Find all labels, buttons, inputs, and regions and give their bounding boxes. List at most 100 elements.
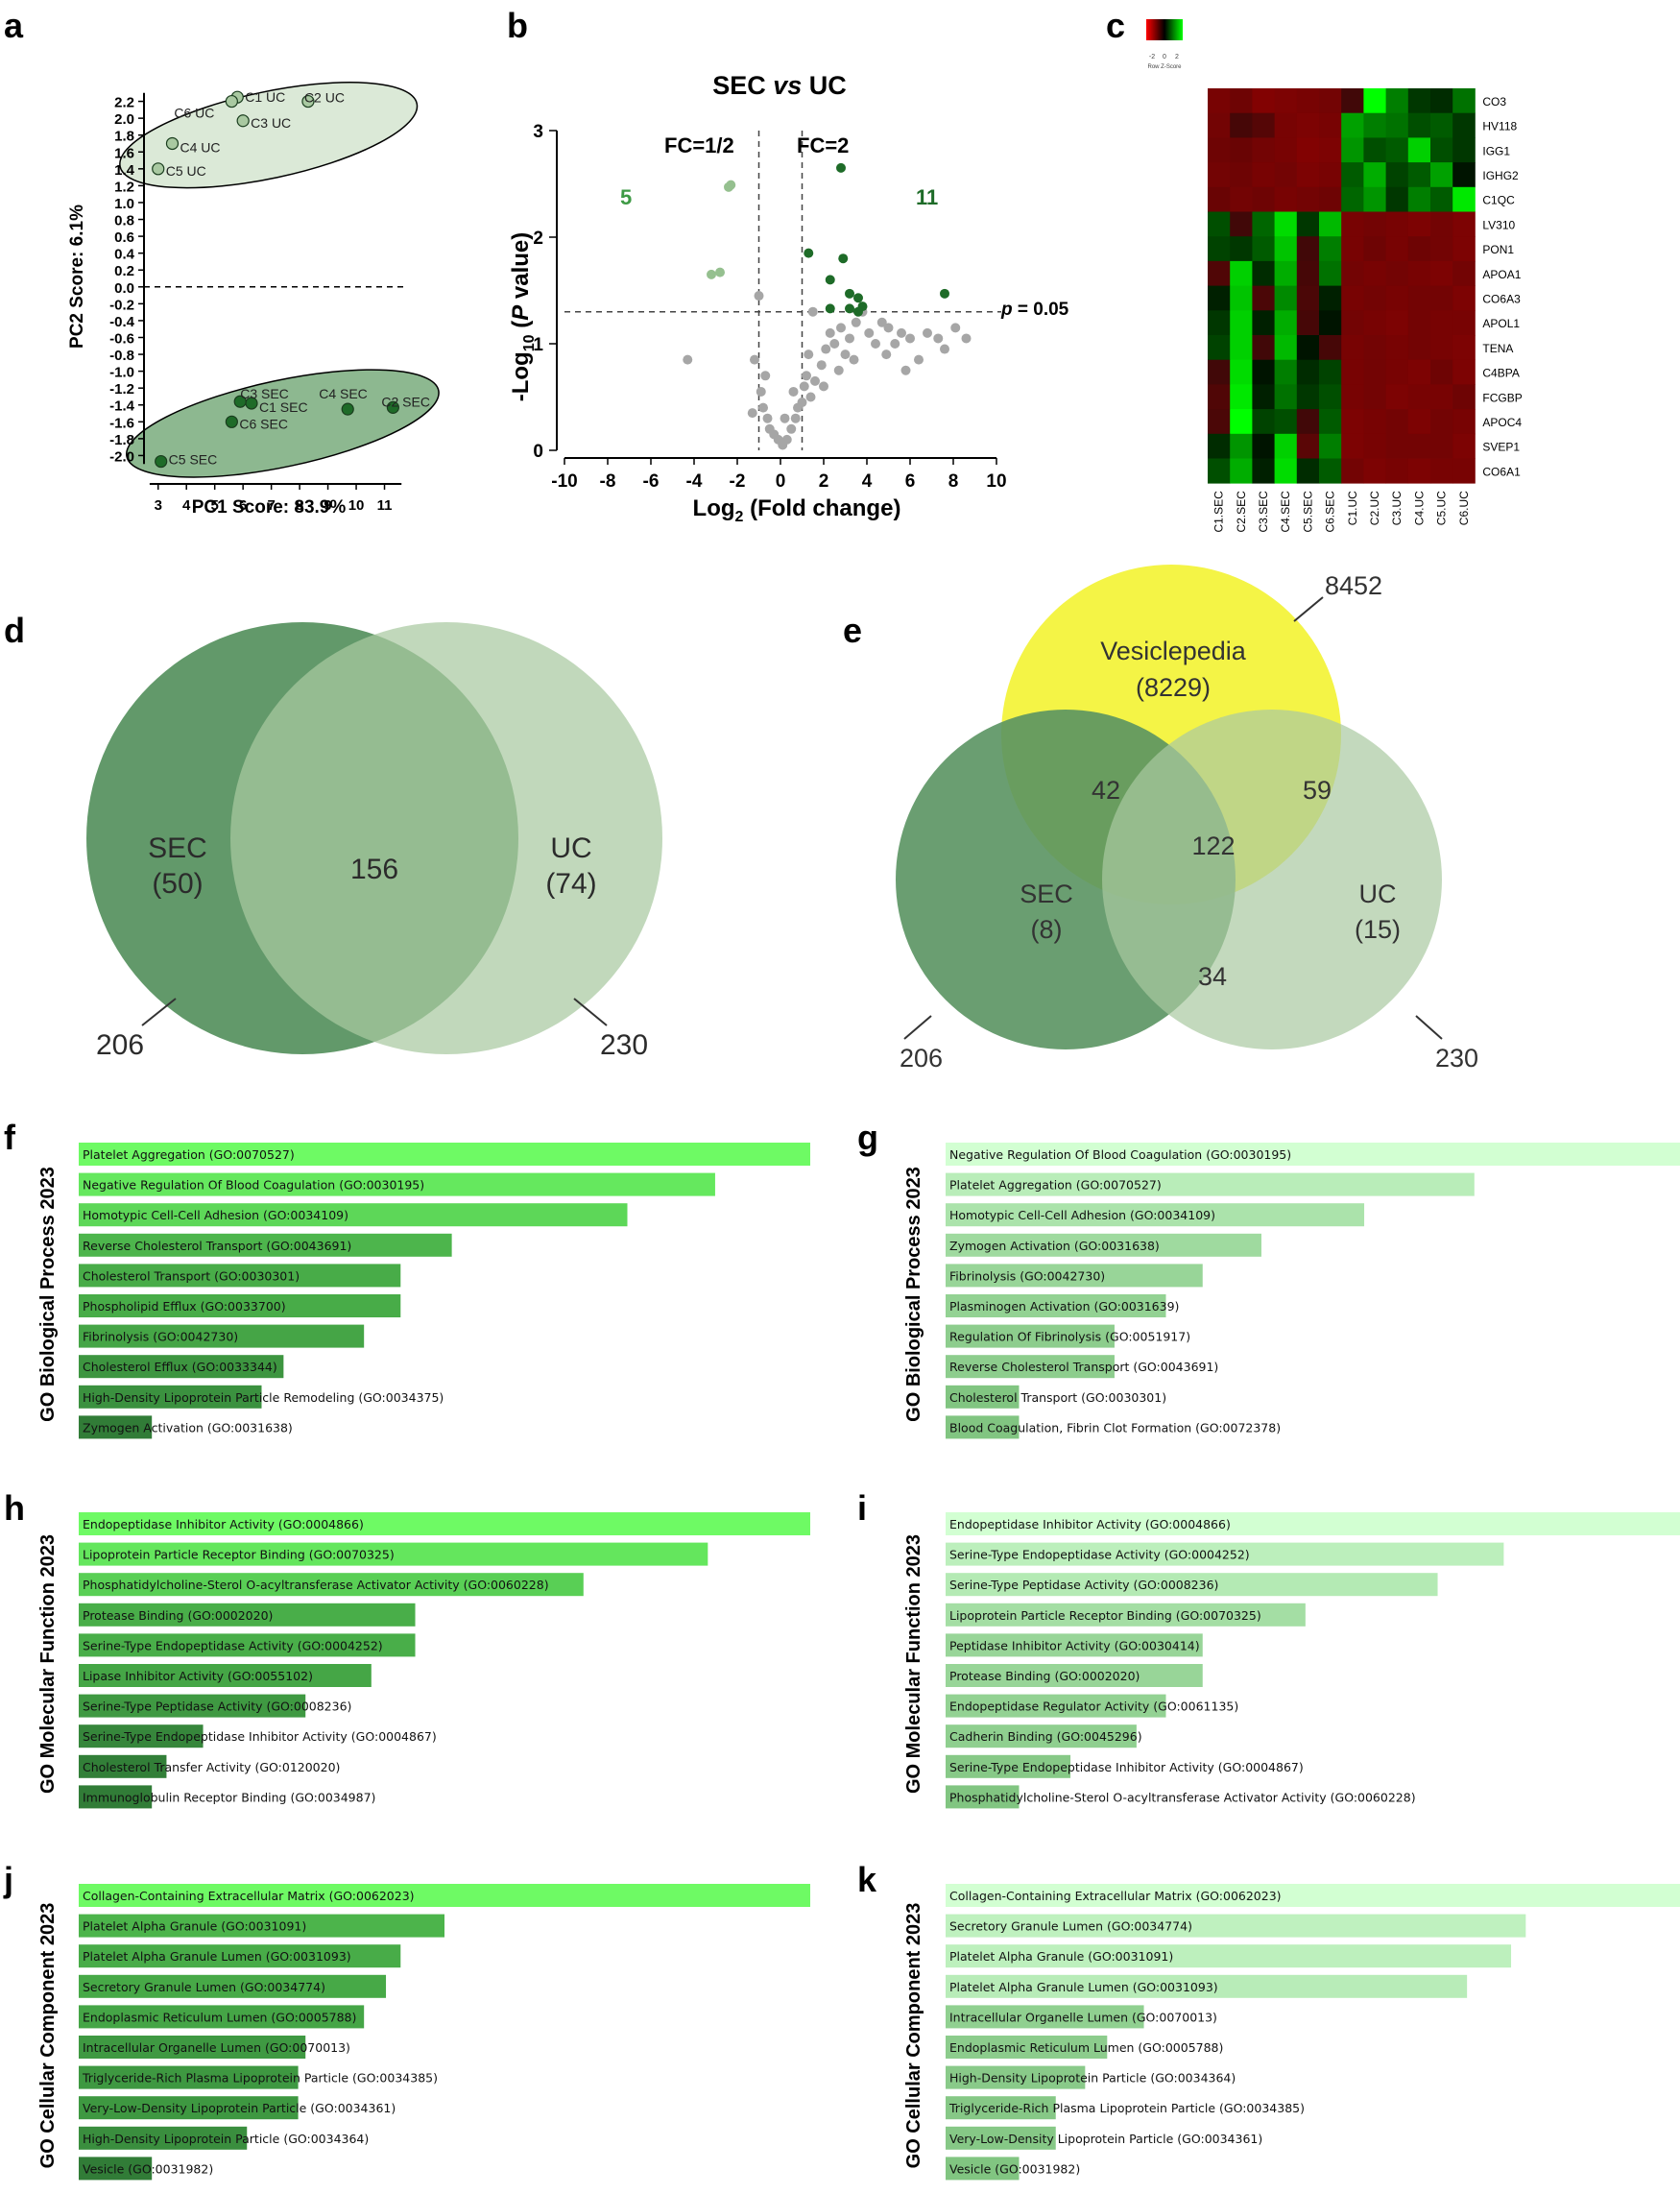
heatmap-cell bbox=[1341, 236, 1364, 262]
heatmap-cell bbox=[1363, 359, 1386, 385]
pca-point-label: C3 UC bbox=[251, 115, 291, 131]
heatmap-cell bbox=[1385, 137, 1409, 163]
volcano-point-up bbox=[838, 253, 849, 264]
pca-point-label: C4 UC bbox=[180, 139, 220, 155]
volcano-x-tick-label: 6 bbox=[905, 471, 916, 492]
bar bbox=[946, 1542, 1504, 1566]
heatmap-cell bbox=[1230, 112, 1253, 138]
bar bbox=[946, 1143, 1680, 1166]
bar-label: Triglyceride-Rich Plasma Lipoprotein Par… bbox=[948, 2101, 1305, 2115]
heatmap-col-label: C1.SEC bbox=[1212, 491, 1226, 533]
heatmap-chart: -2 0 2 Row Z-Score CO3 HV118 IGG1 IGHG2 C1QC LV… bbox=[1146, 19, 1523, 533]
bar bbox=[946, 1754, 1071, 1778]
volcano-point-ns bbox=[864, 327, 875, 338]
bar bbox=[946, 1694, 1166, 1718]
heatmap-cell bbox=[1274, 88, 1298, 114]
bar bbox=[79, 1664, 372, 1687]
heatmap-cell bbox=[1385, 88, 1409, 114]
bar-label: Peptidase Inhibitor Activity (GO:0030414… bbox=[949, 1638, 1200, 1652]
panel-letter-i: i bbox=[857, 1488, 868, 1528]
heatmap-cell bbox=[1452, 458, 1476, 484]
heatmap-row-label: FCGBP bbox=[1482, 391, 1522, 404]
heatmap-cell bbox=[1208, 137, 1231, 163]
heatmap-row-label: SVEP1 bbox=[1482, 441, 1520, 454]
bar bbox=[79, 1324, 365, 1348]
heatmap-cell bbox=[1341, 137, 1364, 163]
heatmap-cell bbox=[1385, 285, 1409, 311]
pca-y-tick-label: 1.4 bbox=[114, 162, 135, 179]
pca-point-sec bbox=[386, 400, 399, 414]
heatmap-cell bbox=[1407, 137, 1431, 163]
heatmap-cell bbox=[1252, 162, 1275, 188]
volcano-y-tick-label: 3 bbox=[533, 122, 543, 142]
heatmap-row-label: APOA1 bbox=[1482, 268, 1521, 281]
heatmap-cell bbox=[1363, 310, 1386, 336]
pca-y-tick-label: 0.8 bbox=[114, 213, 134, 229]
bar-label: Intracellular Organelle Lumen (GO:007001… bbox=[83, 2040, 350, 2055]
heatmap-cell bbox=[1452, 285, 1476, 311]
bar bbox=[79, 1754, 167, 1778]
pca-point-uc bbox=[301, 94, 315, 108]
heatmap-cell bbox=[1319, 409, 1342, 435]
venn-e-uc-name: UC bbox=[1359, 880, 1397, 908]
heatmap-cell bbox=[1452, 137, 1476, 163]
bar-label: Endopeptidase Regulator Activity (GO:006… bbox=[949, 1700, 1238, 1714]
heatmap-cell bbox=[1319, 186, 1342, 212]
heatmap-cell bbox=[1274, 359, 1298, 385]
venn-uc-total-leader bbox=[573, 998, 608, 1026]
volcano-x-tick-label: 4 bbox=[862, 471, 873, 492]
pca-scatter-chart: 2.22.01.81.61.41.21.00.80.60.40.20.0-0.2… bbox=[67, 82, 440, 518]
heatmap-cell bbox=[1430, 112, 1453, 138]
heatmap-col-label: C6.UC bbox=[1457, 491, 1471, 525]
bar-label: Phospholipid Efflux (GO:0033700) bbox=[83, 1299, 286, 1314]
volcano-point-ns bbox=[881, 350, 892, 360]
volcano-point-ns bbox=[790, 413, 801, 423]
pca-y-tick-label: 2.2 bbox=[114, 95, 134, 111]
bar-label: Cadherin Binding (GO:0045296) bbox=[949, 1729, 1142, 1744]
volcano-x-tick-label: 10 bbox=[986, 471, 1006, 492]
heatmap-cell bbox=[1252, 112, 1275, 138]
bar bbox=[79, 1974, 387, 1998]
heatmap-cell bbox=[1385, 310, 1409, 336]
heatmap-cell bbox=[1341, 433, 1364, 459]
heatmap-cell bbox=[1230, 359, 1253, 385]
volcano-point-ns bbox=[961, 333, 972, 344]
heatmap-cell bbox=[1452, 88, 1476, 114]
bar bbox=[946, 1785, 1020, 1809]
heatmap-cell bbox=[1363, 236, 1386, 262]
bar bbox=[79, 1603, 416, 1627]
bar-label: Cholesterol Efflux (GO:0033344) bbox=[83, 1360, 277, 1374]
heatmap-cell bbox=[1363, 458, 1386, 484]
heatmap-cell bbox=[1341, 310, 1364, 336]
bar-label: Reverse Cholesterol Transport (GO:004369… bbox=[949, 1360, 1218, 1374]
heatmap-cell bbox=[1319, 310, 1342, 336]
pca-y-tick-label: -0.8 bbox=[109, 348, 134, 364]
heatmap-cell bbox=[1252, 211, 1275, 237]
heatmap-cell bbox=[1319, 88, 1342, 114]
bar-label: High-Density Lipoprotein Particle Remode… bbox=[83, 1390, 444, 1405]
bar-label: Platelet Aggregation (GO:0070527) bbox=[949, 1178, 1162, 1193]
bar bbox=[79, 1724, 204, 1748]
volcano-point-ns bbox=[754, 291, 764, 301]
bar-label: Phosphatidylcholine-Sterol O-acyltransfe… bbox=[83, 1578, 549, 1592]
heatmap-cell bbox=[1208, 260, 1231, 286]
heatmap-row-label: APOC4 bbox=[1482, 416, 1522, 429]
volcano-point-ns bbox=[756, 386, 766, 397]
bar bbox=[946, 1512, 1680, 1535]
bar bbox=[946, 1884, 1680, 1907]
heatmap-cell bbox=[1385, 236, 1409, 262]
heatmap-cell bbox=[1319, 458, 1342, 484]
heatmap-cell bbox=[1407, 458, 1431, 484]
pca-point-label: C1 UC bbox=[245, 89, 285, 105]
bar bbox=[79, 2096, 299, 2120]
pca-x-tick-label: 8 bbox=[296, 497, 303, 514]
volcano-point-ns bbox=[833, 365, 844, 375]
heatmap-cell bbox=[1430, 458, 1453, 484]
heatmap-cell bbox=[1230, 285, 1253, 311]
heatmap-legend-tick: 0 bbox=[1163, 54, 1166, 60]
venn-vesiclepedia-count: (8229) bbox=[1136, 673, 1211, 702]
venn-vesiclepedia-total-leader bbox=[1293, 596, 1324, 622]
heatmap-cell bbox=[1341, 359, 1364, 385]
venn-vesiclepedia-sec-uc: Vesiclepedia (8229) 42 59 122 SEC (8) UC… bbox=[896, 565, 1478, 1073]
volcano-point-down bbox=[715, 267, 725, 277]
